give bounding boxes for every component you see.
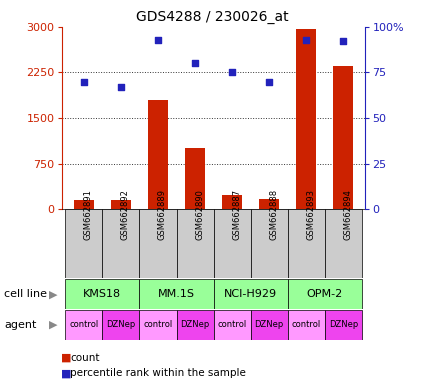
Bar bbox=[325, 310, 362, 340]
Text: control: control bbox=[143, 320, 173, 329]
Bar bbox=[259, 199, 279, 209]
Text: agent: agent bbox=[4, 320, 37, 330]
Bar bbox=[65, 279, 139, 309]
Bar bbox=[185, 149, 205, 209]
Bar bbox=[148, 100, 168, 209]
Bar bbox=[288, 279, 362, 309]
Text: GSM662893: GSM662893 bbox=[306, 189, 315, 240]
Text: ■: ■ bbox=[61, 353, 71, 363]
Bar bbox=[139, 209, 176, 278]
Text: KMS18: KMS18 bbox=[83, 289, 122, 299]
Point bbox=[192, 60, 198, 66]
Bar bbox=[222, 195, 242, 209]
Text: GDS4288 / 230026_at: GDS4288 / 230026_at bbox=[136, 10, 289, 23]
Text: GSM662890: GSM662890 bbox=[195, 189, 204, 240]
Point bbox=[155, 36, 162, 43]
Point bbox=[229, 70, 235, 76]
Text: DZNep: DZNep bbox=[106, 320, 136, 329]
Text: count: count bbox=[70, 353, 99, 363]
Text: NCI-H929: NCI-H929 bbox=[224, 289, 277, 299]
Bar bbox=[325, 209, 362, 278]
Text: ▶: ▶ bbox=[49, 289, 57, 299]
Text: control: control bbox=[218, 320, 247, 329]
Point bbox=[303, 36, 309, 43]
Text: control: control bbox=[69, 320, 99, 329]
Point bbox=[266, 79, 272, 85]
Text: control: control bbox=[292, 320, 321, 329]
Text: GSM662892: GSM662892 bbox=[121, 189, 130, 240]
Point bbox=[118, 84, 125, 90]
Bar bbox=[213, 209, 251, 278]
Bar bbox=[288, 209, 325, 278]
Bar bbox=[296, 29, 316, 209]
Bar bbox=[102, 209, 139, 278]
Text: ■: ■ bbox=[61, 368, 71, 378]
Text: OPM-2: OPM-2 bbox=[306, 289, 343, 299]
Text: percentile rank within the sample: percentile rank within the sample bbox=[70, 368, 246, 378]
Text: cell line: cell line bbox=[4, 289, 47, 299]
Text: DZNep: DZNep bbox=[329, 320, 358, 329]
Bar bbox=[176, 209, 213, 278]
Bar bbox=[213, 310, 251, 340]
Bar bbox=[74, 200, 94, 209]
Bar bbox=[65, 209, 102, 278]
Text: GSM662888: GSM662888 bbox=[269, 189, 278, 240]
Bar bbox=[176, 310, 213, 340]
Text: MM.1S: MM.1S bbox=[158, 289, 195, 299]
Bar bbox=[65, 310, 102, 340]
Bar bbox=[251, 209, 288, 278]
Bar bbox=[333, 66, 354, 209]
Bar bbox=[288, 310, 325, 340]
Bar bbox=[139, 279, 213, 309]
Point bbox=[80, 79, 87, 85]
Text: DZNep: DZNep bbox=[180, 320, 210, 329]
Text: GSM662891: GSM662891 bbox=[84, 189, 93, 240]
Bar bbox=[102, 310, 139, 340]
Bar bbox=[251, 310, 288, 340]
Text: ▶: ▶ bbox=[49, 320, 57, 330]
Point bbox=[340, 38, 347, 45]
Text: GSM662894: GSM662894 bbox=[343, 189, 352, 240]
Text: GSM662889: GSM662889 bbox=[158, 189, 167, 240]
Text: GSM662887: GSM662887 bbox=[232, 189, 241, 240]
Bar bbox=[213, 279, 288, 309]
Bar bbox=[111, 200, 131, 209]
Bar bbox=[139, 310, 176, 340]
Text: DZNep: DZNep bbox=[255, 320, 284, 329]
